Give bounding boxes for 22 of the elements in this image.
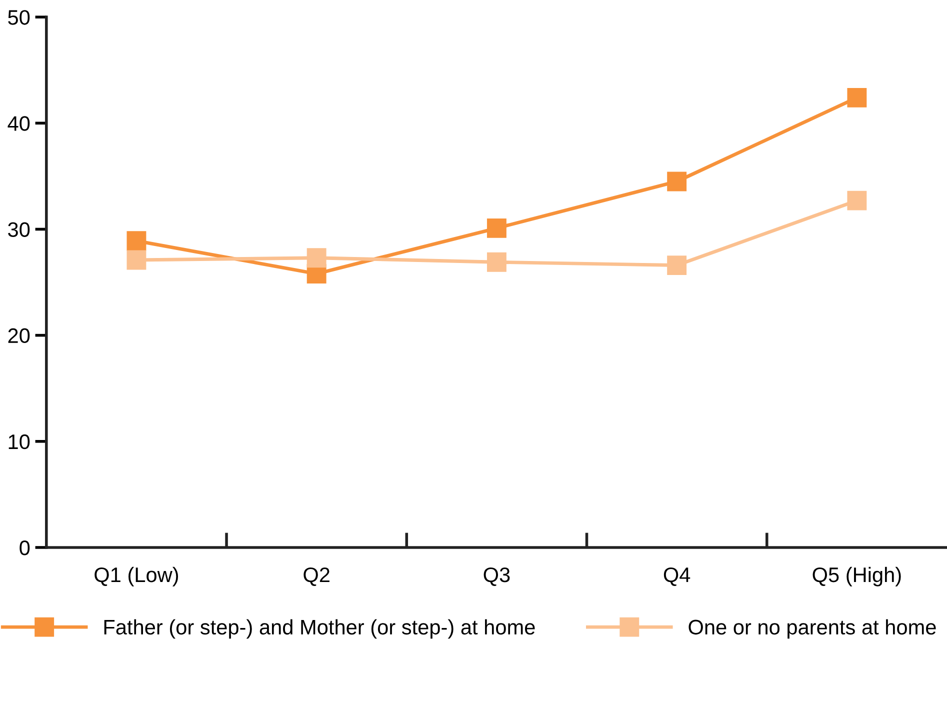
point	[667, 172, 687, 192]
point	[306, 248, 326, 268]
point	[667, 256, 687, 276]
y-tick-label: 50	[8, 10, 30, 25]
point	[126, 250, 146, 270]
y-tick-label: 30	[8, 222, 30, 237]
y-tick-label: 20	[8, 328, 30, 344]
x-tick-label: Q3	[484, 567, 510, 586]
x-tick-label: Q4	[664, 567, 690, 586]
x-tick-label: Q5 (High)	[812, 566, 901, 586]
y-tick-label: 40	[8, 116, 30, 131]
legend-label: One or no parents at home	[688, 619, 936, 639]
y-tick-label: 10	[8, 434, 30, 450]
point	[486, 252, 506, 272]
point	[486, 218, 506, 238]
y-tick-label: 0	[20, 540, 30, 556]
point	[126, 231, 146, 251]
x-tick-label: Q2	[304, 567, 330, 586]
point	[847, 88, 867, 108]
legend-label: Father (or step-) and Mother (or step-) at home	[104, 619, 535, 639]
x-tick-label: Q1 (Low)	[94, 566, 178, 586]
point	[847, 190, 867, 210]
